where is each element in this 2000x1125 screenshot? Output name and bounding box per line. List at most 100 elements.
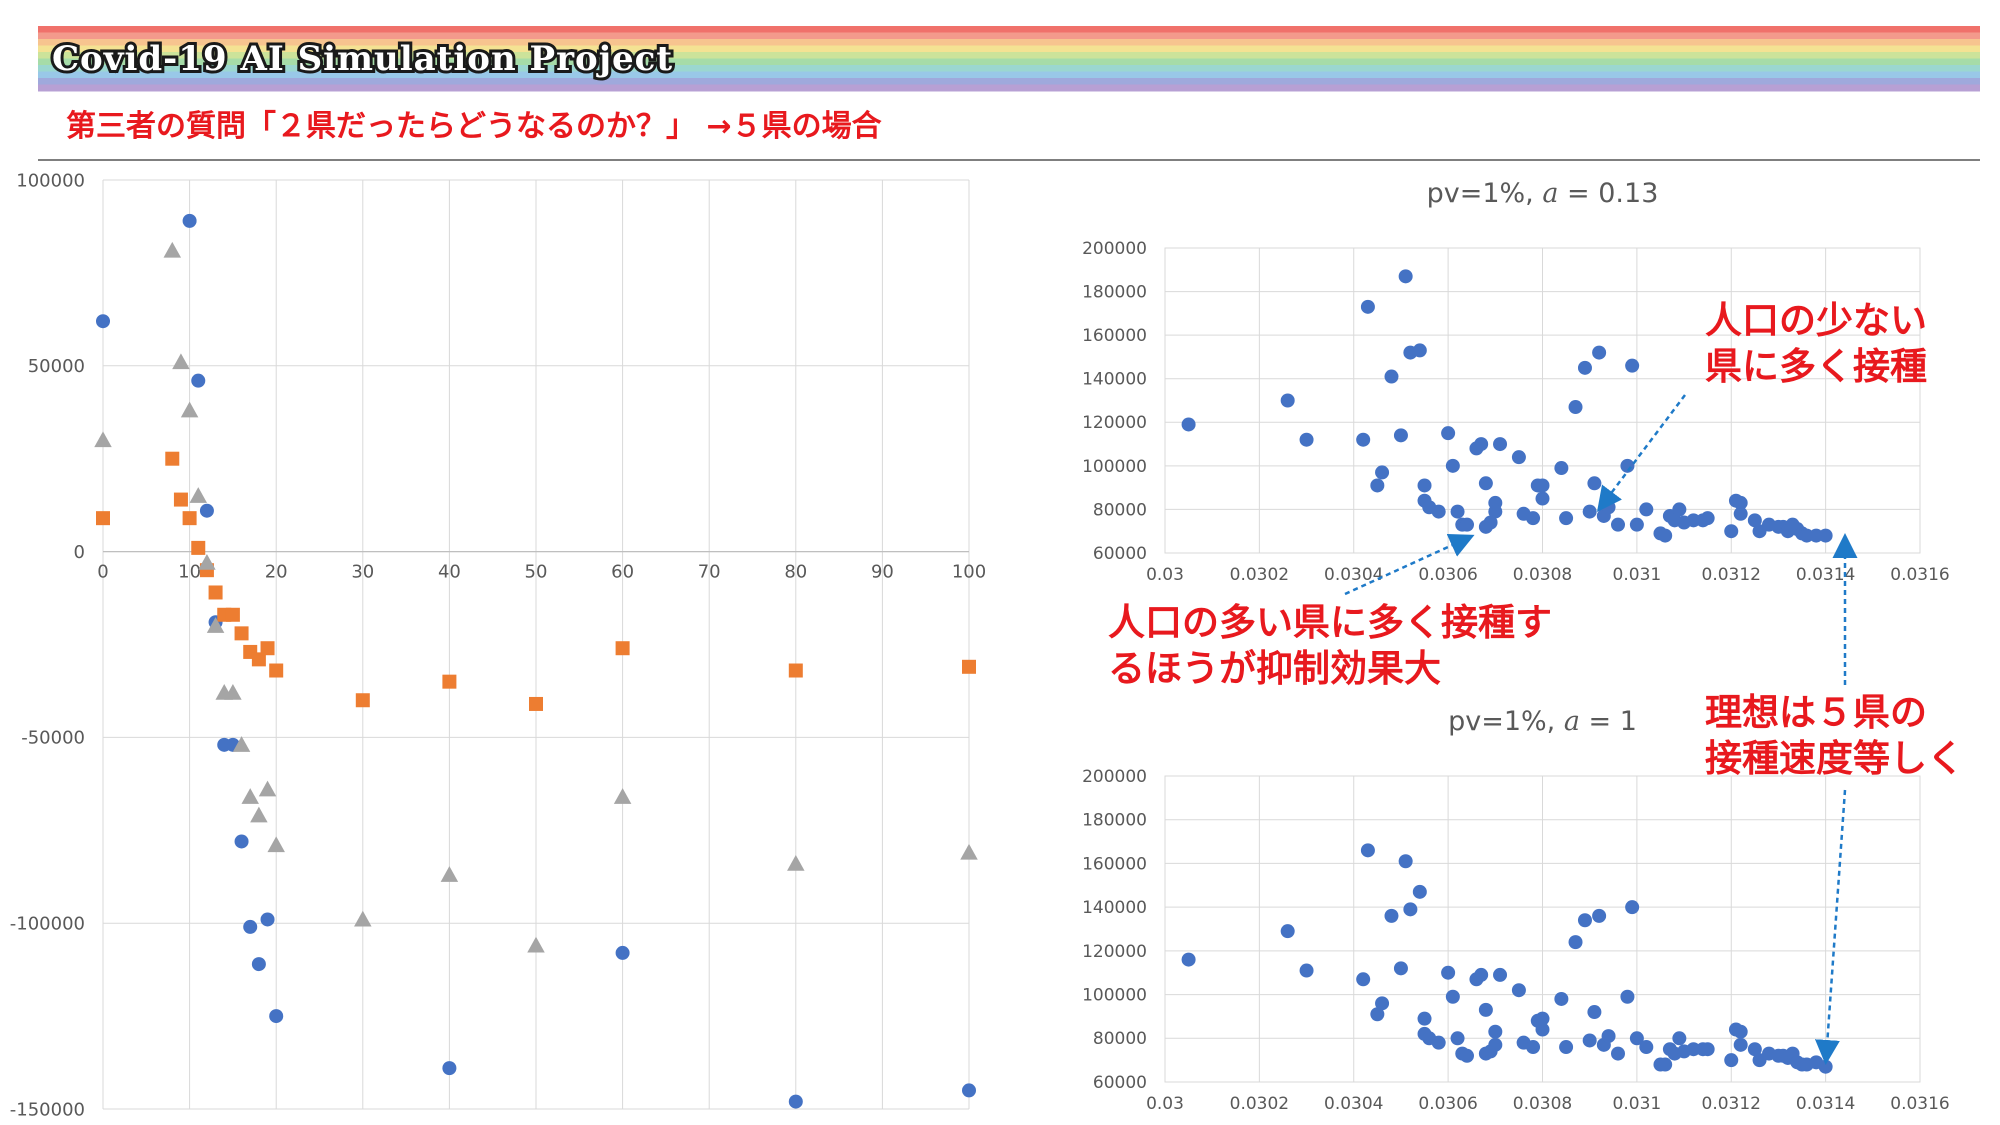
slide-subtitle: 第三者の質問「２県だったらどうなるのか？」 →５県の場合 (66, 109, 882, 144)
chart-title-value: = 0.13 (1558, 178, 1658, 209)
y-tick-label: 80000 (1093, 1029, 1147, 1049)
data-point-triangle (787, 854, 805, 871)
annotation-bottom-right-line2: 接種速度等しく (1705, 737, 1964, 780)
data-point-circle (1639, 1040, 1654, 1055)
data-point-square (225, 607, 240, 622)
x-tick-label: 30 (351, 562, 374, 583)
data-point-circle (1611, 1046, 1625, 1061)
data-point-triangle (250, 806, 268, 823)
data-point-circle (1511, 450, 1526, 465)
y-tick-label: 200000 (1082, 239, 1147, 259)
y-tick-label: 140000 (1082, 370, 1147, 390)
data-point-square (260, 641, 275, 656)
data-point-circle (243, 919, 258, 934)
rainbow-stripe (38, 71, 1980, 79)
x-tick-label: 80 (784, 562, 807, 583)
data-point-circle (1431, 1035, 1446, 1050)
x-tick-label: 20 (265, 562, 288, 583)
annotation-arrows (1344, 394, 1858, 1065)
data-point-circle (1493, 437, 1508, 452)
series-square (96, 451, 976, 711)
data-point-triangle (198, 553, 216, 570)
data-point-square (234, 626, 249, 641)
data-point-circle (1393, 961, 1408, 976)
data-point-circle (1450, 1031, 1465, 1046)
data-point-circle (1620, 458, 1635, 473)
y-tick-label: 100000 (16, 170, 85, 191)
y-tick-label: 200000 (1082, 767, 1147, 787)
data-point-circle (260, 912, 275, 927)
data-point-circle (1441, 965, 1456, 980)
x-tick-label: 40 (438, 562, 461, 583)
data-point-circle (1460, 517, 1474, 532)
data-point-circle (1724, 524, 1739, 539)
data-point-circle (1370, 1007, 1385, 1022)
x-tick-label: 60 (611, 562, 634, 583)
data-point-circle (1417, 478, 1432, 493)
data-point-square (173, 492, 188, 507)
data-point-circle (1450, 504, 1465, 519)
data-point-square (615, 641, 630, 656)
x-tick-label: 0.0316 (1890, 1094, 1949, 1114)
annotation-middle-left-line1: 人口の多い県に多く接種す (1108, 601, 1552, 644)
y-tick-label: 140000 (1082, 898, 1147, 918)
data-point-circle (1356, 972, 1371, 987)
data-point-circle (96, 314, 110, 329)
data-point-circle (1384, 908, 1399, 923)
x-tick-label: 0.03 (1146, 1094, 1184, 1114)
data-point-square (442, 674, 457, 689)
arrow-top-right (1596, 394, 1686, 512)
data-point-square (269, 663, 284, 678)
data-point-circle (1733, 1024, 1748, 1039)
chart-title: pv=1%, a = 0.13 (1427, 178, 1659, 209)
data-point-circle (1280, 393, 1295, 408)
data-point-circle (1568, 935, 1583, 950)
data-point-triangle (527, 936, 545, 953)
x-tick-label: 0.0314 (1796, 1094, 1855, 1114)
data-point-circle (1535, 478, 1550, 493)
data-point-circle (1554, 461, 1569, 476)
annotation-top-right-line2: 県に多く接種 (1705, 345, 1927, 388)
y-tick-label: -50000 (21, 728, 85, 749)
data-point-circle (1587, 1005, 1602, 1020)
data-point-circle (1582, 1033, 1597, 1048)
x-tick-label: 0.0312 (1702, 1094, 1761, 1114)
data-point-circle (1299, 963, 1314, 978)
data-point-circle (1577, 913, 1592, 928)
data-point-circle (1818, 1059, 1833, 1074)
annotation-bottom-right: 理想は５県の 接種速度等しく (1705, 690, 1964, 782)
data-point-circle (1441, 426, 1456, 441)
rainbow-stripe (38, 78, 1980, 85)
data-point-circle (1724, 1053, 1739, 1068)
plot-border (1164, 775, 1921, 1083)
x-tick-label: 0.0304 (1324, 565, 1383, 585)
y-tick-label: -100000 (10, 914, 85, 935)
data-point-triangle (241, 788, 259, 804)
y-tick-label: 180000 (1082, 283, 1147, 303)
data-point-circle (1488, 1037, 1503, 1052)
data-point-square (208, 585, 223, 600)
data-point-circle (1535, 1022, 1550, 1037)
data-point-circle (1733, 495, 1748, 510)
data-point-circle (1299, 432, 1314, 447)
data-point-square (96, 511, 110, 526)
plot-border (1164, 247, 1921, 554)
rainbow-stripe (38, 52, 1980, 59)
data-point-triangle (258, 780, 277, 797)
data-point-circle (1625, 358, 1640, 373)
chart-title-prefix: pv=1%, (1448, 706, 1564, 737)
data-point-circle (199, 503, 214, 518)
data-point-circle (1733, 1037, 1748, 1052)
data-point-circle (1611, 517, 1625, 532)
data-point-circle (1658, 528, 1673, 543)
data-point-circle (182, 213, 197, 228)
data-point-circle (1398, 854, 1413, 869)
data-point-circle (1375, 996, 1390, 1011)
data-point-circle (442, 1061, 457, 1076)
data-point-circle (1625, 900, 1640, 915)
data-point-square (355, 693, 370, 708)
y-tick-label: 120000 (1082, 942, 1147, 962)
data-point-circle (1568, 400, 1583, 415)
project-title: Covid-19 AI Simulation Project (52, 39, 673, 79)
